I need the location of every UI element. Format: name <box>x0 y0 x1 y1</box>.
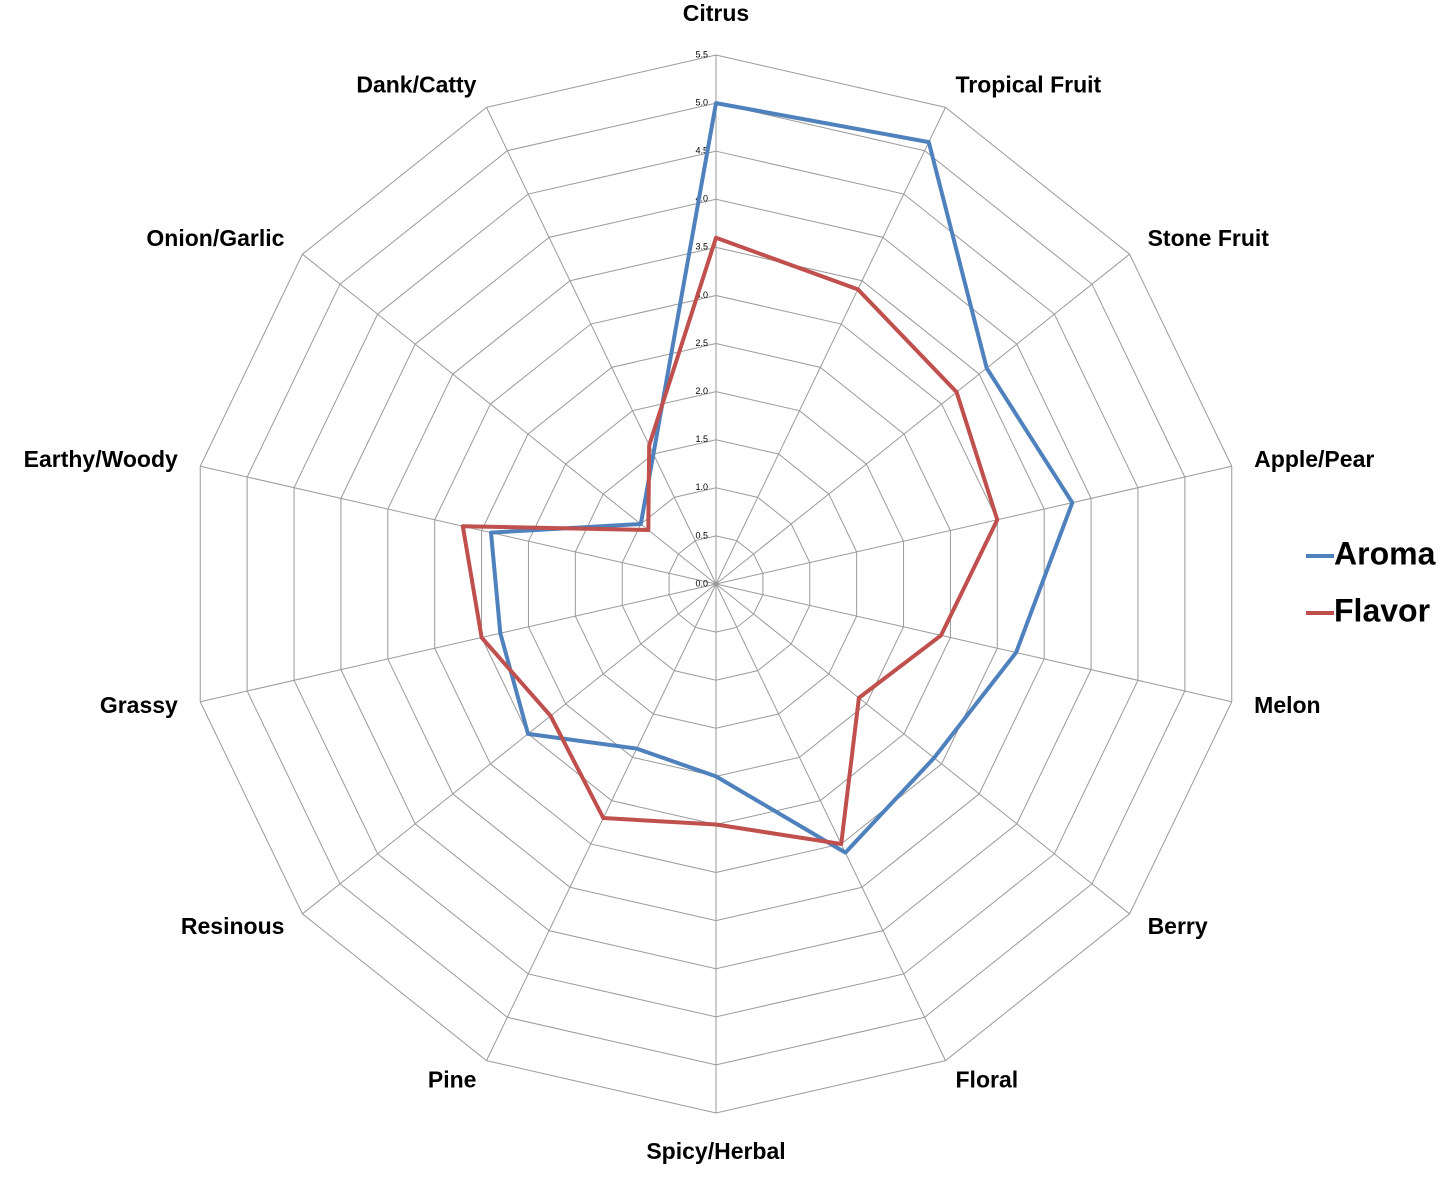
category-label: Grassy <box>100 692 178 718</box>
category-label: Berry <box>1148 913 1208 939</box>
y-tick-label: 2.0 <box>695 386 708 396</box>
y-tick-label: 5.0 <box>695 97 708 107</box>
spoke <box>715 583 1130 915</box>
spoke <box>302 253 717 585</box>
spoke <box>715 583 1232 703</box>
category-label: Resinous <box>181 913 285 939</box>
y-tick-label: 3.0 <box>695 290 708 300</box>
spoke <box>715 465 1232 585</box>
category-label: Stone Fruit <box>1148 225 1270 251</box>
category-label: Citrus <box>683 0 749 26</box>
spoke <box>715 107 946 585</box>
category-label: Pine <box>428 1066 477 1092</box>
series-line <box>460 235 1000 846</box>
y-tick-label: 4.5 <box>695 146 708 156</box>
y-tick-label: 1.5 <box>695 434 708 444</box>
category-label: Floral <box>956 1066 1019 1092</box>
category-label: Tropical Fruit <box>956 72 1102 98</box>
category-label: Apple/Pear <box>1254 446 1374 472</box>
y-tick-label: 3.5 <box>695 242 708 252</box>
y-tick-label: 2.5 <box>695 338 708 348</box>
category-label: Spicy/Herbal <box>646 1138 785 1164</box>
spoke <box>486 583 717 1061</box>
legend-label: Flavor <box>1334 592 1430 628</box>
spoke <box>715 583 946 1061</box>
y-tick-label: 4.0 <box>695 194 708 204</box>
spoke <box>302 583 717 915</box>
category-label: Onion/Garlic <box>146 225 284 251</box>
spoke <box>715 253 1130 585</box>
y-tick-label: 1.0 <box>695 482 708 492</box>
spoke <box>200 465 717 585</box>
spoke <box>486 107 717 585</box>
y-tick-label: 0.5 <box>695 530 708 540</box>
spoke <box>200 583 717 703</box>
legend-label: Aroma <box>1334 535 1436 571</box>
category-label: Melon <box>1254 692 1320 718</box>
category-label: Dank/Catty <box>356 72 476 98</box>
y-tick-label: 5.5 <box>695 49 708 59</box>
y-tick-label: 0.0 <box>695 578 708 588</box>
category-label: Earthy/Woody <box>24 446 178 472</box>
